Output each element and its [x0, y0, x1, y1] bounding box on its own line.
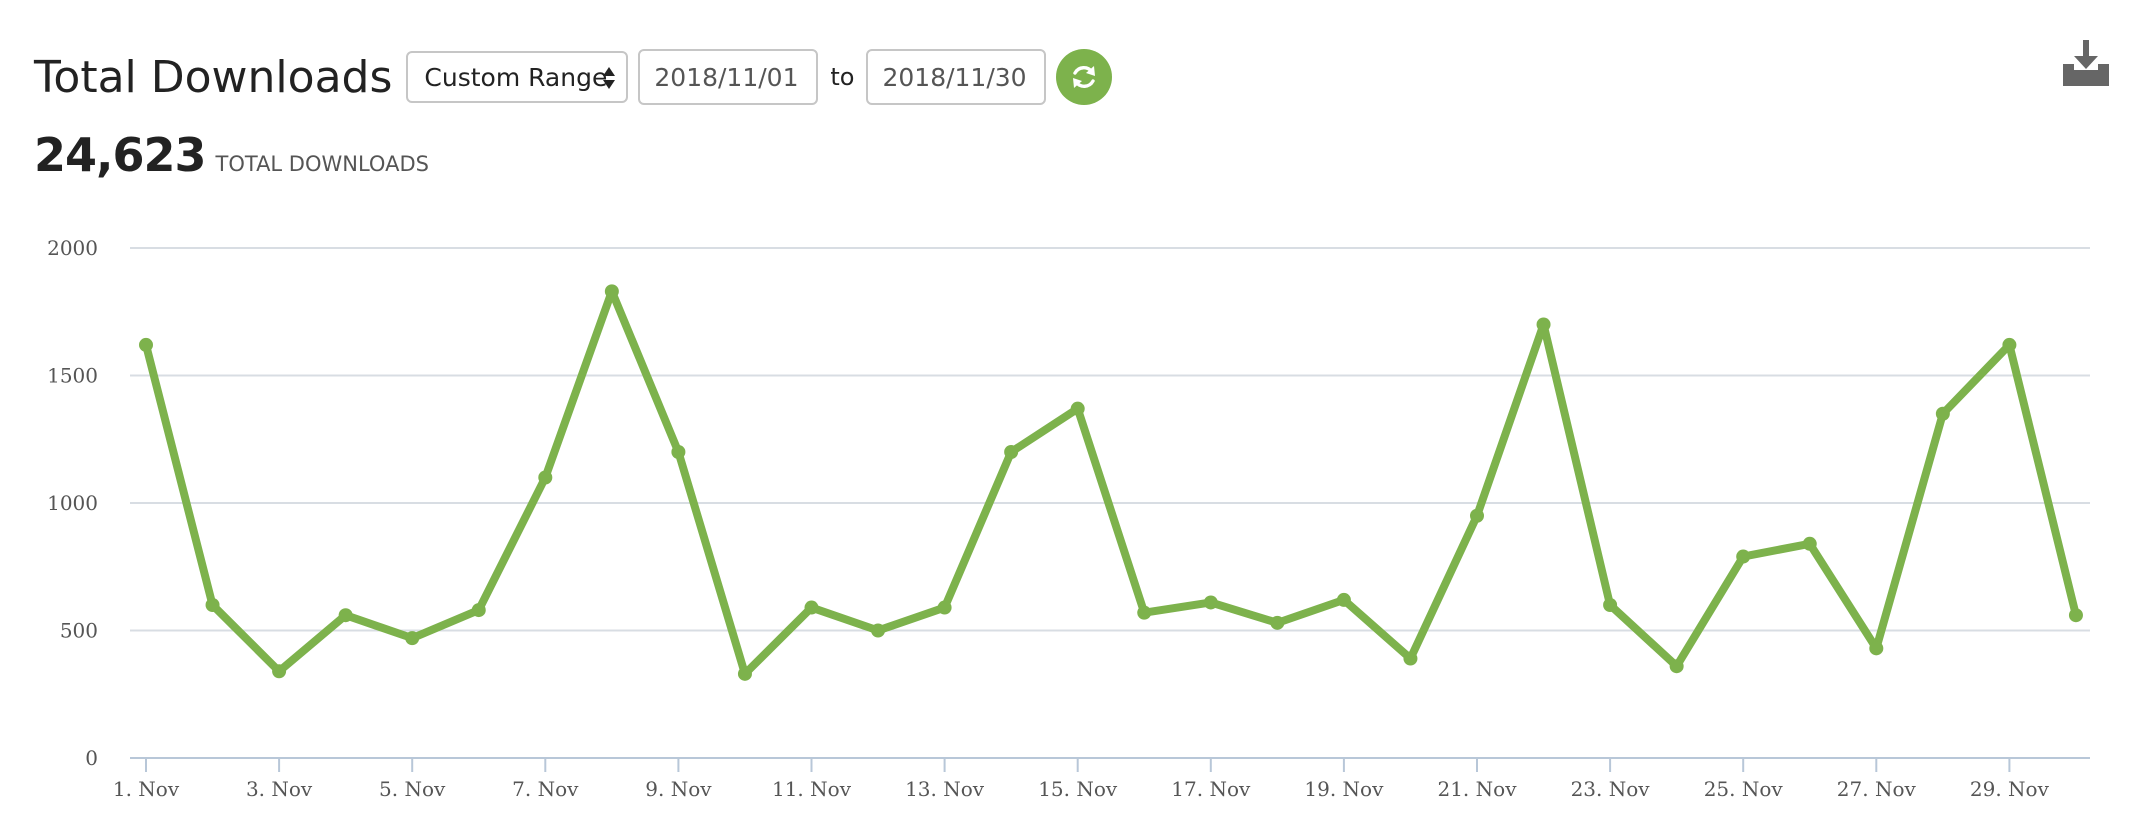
- select-arrows-icon: [603, 67, 616, 89]
- date-to-input[interactable]: 2018/11/30: [866, 49, 1047, 105]
- data-point: [2068, 608, 2083, 623]
- date-from-input[interactable]: 2018/11/01: [638, 49, 819, 105]
- x-tick-label: 1. Nov: [113, 777, 180, 801]
- x-tick-label: 7. Nov: [512, 777, 579, 801]
- data-point: [804, 600, 819, 615]
- x-tick-label: 27. Nov: [1837, 777, 1917, 801]
- data-point: [737, 666, 752, 681]
- x-tick-label: 5. Nov: [379, 777, 446, 801]
- data-point: [1070, 401, 1085, 416]
- range-select-value: Custom Range: [424, 62, 608, 92]
- downloads-line-chart: 0 500 1000 1500 2000 1. Nov 3. Nov 5. Nov 7. Nov…: [47, 236, 2090, 801]
- y-tick-label: 1000: [47, 491, 98, 515]
- page-title: Total Downloads: [34, 51, 393, 103]
- data-point: [671, 445, 686, 459]
- export-button[interactable]: [2060, 38, 2112, 90]
- data-point: [1669, 659, 1684, 674]
- x-tick-label: 29. Nov: [1970, 777, 2050, 801]
- data-point: [1203, 595, 1218, 610]
- y-tick-label: 1500: [47, 364, 98, 388]
- x-tick-label: 9. Nov: [645, 777, 712, 801]
- x-tick-label: 25. Nov: [1704, 777, 1784, 801]
- range-select[interactable]: Custom Range: [406, 51, 629, 103]
- data-point: [1603, 598, 1618, 612]
- total-summary: 24,623 TOTAL DOWNLOADS: [34, 128, 429, 182]
- data-point: [1470, 508, 1484, 523]
- data-point: [871, 623, 886, 638]
- x-tick-label: 19. Nov: [1304, 777, 1384, 801]
- data-point: [1004, 445, 1019, 459]
- data-point: [338, 608, 353, 623]
- total-value: 24,623: [34, 128, 207, 182]
- data-point: [1802, 536, 1817, 551]
- x-tick-label: 3. Nov: [246, 777, 313, 801]
- data-point: [2002, 337, 2017, 352]
- data-point: [471, 603, 486, 618]
- data-point: [1403, 651, 1418, 666]
- refresh-button[interactable]: [1056, 49, 1113, 105]
- x-tick-label: 23. Nov: [1571, 777, 1651, 801]
- download-tray-icon: [2063, 40, 2109, 86]
- data-point: [538, 470, 553, 485]
- data-point: [1869, 641, 1884, 656]
- data-point: [1935, 406, 1950, 421]
- x-tick-label: 11. Nov: [772, 777, 852, 801]
- x-tick-label: 13. Nov: [905, 777, 985, 801]
- data-point: [1270, 615, 1285, 630]
- refresh-icon: [1073, 66, 1096, 88]
- y-tick-label: 500: [60, 619, 98, 643]
- data-point: [405, 631, 420, 646]
- data-point: [272, 664, 287, 679]
- data-point: [604, 284, 619, 299]
- data-point: [1137, 605, 1152, 620]
- data-point: [205, 598, 220, 612]
- series-line: [142, 287, 2080, 678]
- y-tick-label: 0: [85, 746, 98, 770]
- toolbar: Total Downloads Custom Range 2018/11/01 …: [34, 48, 1113, 106]
- y-tick-label: 2000: [47, 236, 98, 260]
- data-point: [1536, 317, 1551, 332]
- x-tick-label: 15. Nov: [1038, 777, 1118, 801]
- data-point: [1336, 592, 1351, 607]
- total-label: TOTAL DOWNLOADS: [215, 152, 429, 176]
- data-point: [1736, 549, 1751, 564]
- date-to-label: to: [830, 63, 855, 91]
- x-tick-label: 17. Nov: [1171, 777, 1251, 801]
- data-point: [937, 600, 952, 615]
- x-tick-label: 21. Nov: [1437, 777, 1517, 801]
- data-point: [139, 337, 153, 352]
